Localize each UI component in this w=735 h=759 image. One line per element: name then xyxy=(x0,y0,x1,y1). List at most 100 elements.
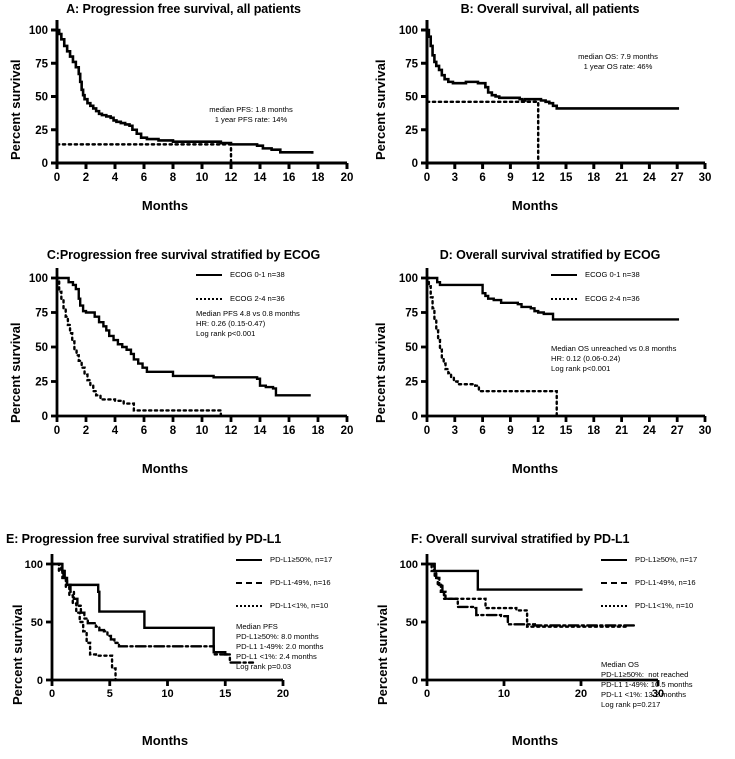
x-tick-label: 10 xyxy=(196,425,209,437)
x-tick-label: 18 xyxy=(312,172,325,184)
x-tick-label: 20 xyxy=(277,688,289,700)
legend-swatch xyxy=(601,559,627,561)
legend-swatch xyxy=(601,582,627,584)
x-tick-label: 5 xyxy=(107,688,113,700)
series-line xyxy=(55,276,223,418)
y-tick-label: 25 xyxy=(405,377,418,389)
x-tick-label: 2 xyxy=(83,425,89,437)
y-tick-label: 0 xyxy=(42,158,48,170)
panel-A-svg: 0 25 50 75 100 0 2 4 6 8 10 12 14 16 18 20 xyxy=(29,20,354,184)
legend-swatch xyxy=(551,274,577,276)
legend-swatch xyxy=(236,605,262,607)
y-tick-label: 50 xyxy=(406,617,418,629)
legend-label: PD-L1-49%, n=16 xyxy=(635,578,696,587)
panel-D-plot: 0 25 50 75 100 0 3 6 9 12 15 18 21 24 27 30 xyxy=(365,264,735,454)
x-tick-label: 30 xyxy=(699,425,712,437)
y-tick-label: 100 xyxy=(399,25,418,37)
x-tick-label: 6 xyxy=(479,172,485,184)
x-tick-label: 10 xyxy=(498,688,510,700)
x-tick-label: 8 xyxy=(170,172,177,184)
x-tick-label: 16 xyxy=(283,425,296,437)
panel-D-title: D: Overall survival stratified by ECOG xyxy=(439,248,661,262)
series-line xyxy=(55,143,233,165)
panel-F-annotation: Median OS PD-L1≥50%: not reached PD-L1 1… xyxy=(601,660,693,710)
series-line xyxy=(425,100,540,165)
x-tick-label: 12 xyxy=(225,425,238,437)
y-tick-label: 100 xyxy=(25,559,43,571)
panel-C-plot: 0 25 50 75 100 0 2 4 6 8 10 12 14 16 18 20 xyxy=(0,264,367,454)
x-tick-label: 18 xyxy=(312,425,325,437)
panel-E-plot: 0 50 100 0 5 10 15 20 xyxy=(0,554,367,726)
panel-E: E: Progression free survival stratified … xyxy=(0,500,367,759)
legend-label: PD-L1≥50%, n=17 xyxy=(270,555,333,564)
x-tick-label: 21 xyxy=(615,425,628,437)
x-tick-label: 12 xyxy=(225,172,238,184)
y-tick-label: 50 xyxy=(31,617,43,629)
panel-A: A: Progression free survival, all patien… xyxy=(0,0,367,240)
y-tick-label: 25 xyxy=(405,125,418,137)
y-tick-label: 75 xyxy=(405,58,418,70)
legend-label: ECOG 0-1 n=38 xyxy=(230,270,285,279)
y-tick-label: 25 xyxy=(35,125,48,137)
series-line xyxy=(57,28,314,154)
x-tick-label: 0 xyxy=(424,688,430,700)
x-tick-label: 6 xyxy=(141,425,147,437)
legend-label: PD-L1<1%, n=10 xyxy=(635,601,694,610)
panel-C-svg: 0 25 50 75 100 0 2 4 6 8 10 12 14 16 18 20 xyxy=(29,268,353,437)
x-tick-label: 8 xyxy=(170,425,177,437)
x-tick-label: 15 xyxy=(560,425,573,437)
panel-F-title: F: Overall survival stratified by PD-L1 xyxy=(411,532,630,546)
legend-label: ECOG 2-4 n=36 xyxy=(230,294,285,303)
panel-E-annotation: Median PFS PD-L1≥50%: 8.0 months PD-L1 1… xyxy=(236,622,324,672)
x-tick-label: 24 xyxy=(643,425,656,437)
x-tick-label: 6 xyxy=(479,425,485,437)
x-tick-label: 9 xyxy=(507,172,513,184)
x-tick-label: 21 xyxy=(615,172,628,184)
x-tick-label: 10 xyxy=(161,688,173,700)
x-tick-label: 2 xyxy=(83,172,89,184)
series-line xyxy=(52,562,228,656)
x-tick-label: 20 xyxy=(575,688,587,700)
legend-swatch xyxy=(236,582,262,584)
y-tick-label: 100 xyxy=(399,273,418,285)
panel-B-xlabel: Months xyxy=(511,198,559,213)
x-tick-label: 24 xyxy=(643,172,656,184)
x-tick-label: 4 xyxy=(112,172,119,184)
series-line xyxy=(50,562,117,682)
legend-label: ECOG 2-4 n=36 xyxy=(585,294,640,303)
panel-B-annotation: median OS: 7.9 months 1 year OS rate: 46… xyxy=(578,52,658,72)
x-tick-label: 9 xyxy=(507,425,513,437)
panel-E-xlabel: Months xyxy=(141,733,189,748)
panel-B-svg: 0 25 50 75 100 0 3 6 9 12 15 18 21 24 27 30 xyxy=(399,20,711,184)
x-tick-label: 18 xyxy=(587,425,600,437)
x-tick-label: 6 xyxy=(141,172,147,184)
x-tick-label: 10 xyxy=(196,172,209,184)
panel-F-xlabel: Months xyxy=(511,733,559,748)
x-tick-label: 3 xyxy=(452,425,458,437)
x-tick-label: 27 xyxy=(671,172,684,184)
panel-F-svg: 0 50 100 0 10 20 30 xyxy=(400,554,664,700)
y-tick-label: 50 xyxy=(35,342,48,354)
y-tick-label: 100 xyxy=(29,25,48,37)
legend-swatch xyxy=(236,559,262,561)
panel-D-xlabel: Months xyxy=(511,461,559,476)
series-line xyxy=(57,276,311,397)
y-tick-label: 0 xyxy=(37,675,43,687)
y-tick-label: 75 xyxy=(35,308,48,320)
panel-D-svg: 0 25 50 75 100 0 3 6 9 12 15 18 21 24 27 30 xyxy=(399,268,712,437)
panel-C: C:Progression free survival stratified b… xyxy=(0,248,367,493)
panel-F-plot: 0 50 100 0 10 20 30 xyxy=(365,554,735,726)
panel-A-xlabel: Months xyxy=(141,198,189,213)
legend-swatch xyxy=(196,274,222,276)
legend-label: ECOG 0-1 n=38 xyxy=(585,270,640,279)
series-line xyxy=(425,562,629,628)
x-tick-label: 14 xyxy=(254,425,267,437)
series-line xyxy=(50,562,255,664)
x-tick-label: 20 xyxy=(341,172,354,184)
panel-C-title: C:Progression free survival stratified b… xyxy=(46,248,321,262)
panel-D-annotation: Median OS unreached vs 0.8 months HR: 0.… xyxy=(551,344,677,374)
y-tick-label: 0 xyxy=(412,158,418,170)
y-tick-label: 0 xyxy=(412,675,418,687)
x-tick-label: 27 xyxy=(671,425,684,437)
